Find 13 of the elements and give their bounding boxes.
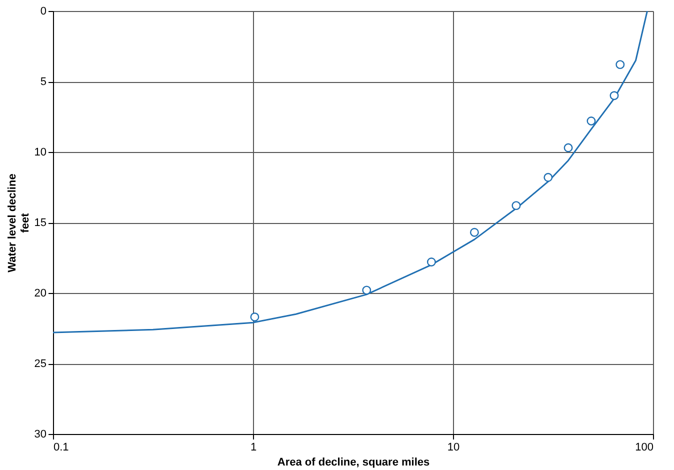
y-tick-label: 20 [34, 288, 46, 300]
y-tick-label: 5 [40, 76, 46, 88]
x-axis-title: Area of decline, square miles [277, 456, 430, 468]
y-tick-label: 10 [34, 146, 46, 158]
y-tick-label: 0 [40, 6, 46, 18]
x-tick-label: 1 [250, 442, 257, 454]
y-tick-label: 25 [34, 358, 46, 370]
x-tick-label: 0.1 [54, 442, 69, 454]
y-tick-label: 30 [34, 428, 46, 440]
y-tick-label: 15 [34, 217, 46, 229]
y-axis-title: Water level decline feet [6, 174, 32, 272]
x-tick-label: 10 [447, 442, 460, 454]
x-tick-label: 100 [635, 442, 654, 454]
